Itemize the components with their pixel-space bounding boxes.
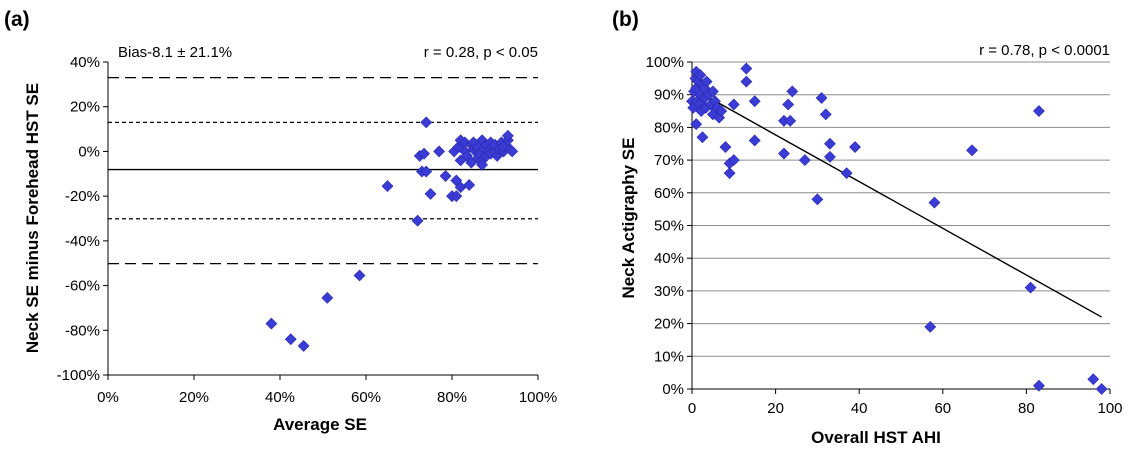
panel-a-data-point [433,145,446,158]
panel-a-data-point [353,269,366,282]
panel-a-data-point [381,180,394,193]
panel-b-data-point [696,131,709,144]
panel-b-x-tick-label: 100 [1097,400,1122,417]
panel-b-data-point [1024,281,1037,294]
panel-b-x-tick-label: 40 [851,400,868,417]
panel-b-data-point [1033,105,1045,117]
panel-b-x-tick-label: 0 [688,400,696,417]
panel-a-data-point [450,190,463,203]
panel-a-data-point [321,291,334,304]
panel-b-y-tick-label: 70% [654,152,684,169]
panel-a-x-tick-label: 100% [519,389,557,406]
panel-b-data-point [824,137,836,150]
panel-a-data-point [476,158,489,171]
panel-b-y-tick-label: 100% [646,54,684,71]
panel-b-data-point [1033,379,1045,392]
panel-b-data-point [840,167,853,180]
panel-b-x-tick-label: 20 [767,400,784,417]
panel-a-y-tick-label: -60% [65,278,100,295]
panel-b-data-point [778,147,790,160]
panel-a-data-point [418,147,430,160]
panel-b-data-point [924,320,937,333]
panel-b-data-point [784,114,797,127]
panel-a-correlation-annotation: r = 0.28, p < 0.05 [424,44,538,61]
panel-b-label: (b) [612,8,639,31]
panel-a-x-tick-label: 0% [97,389,119,406]
panel-b-y-axis-title: Neck Actigraphy SE [619,138,638,299]
panel-a-data-point [463,179,476,191]
panel-b-y-tick-label: 60% [654,185,684,202]
panel-b-x-axis-title: Overall HST AHI [811,428,941,447]
panel-b-plot-area: 0% 10% 20% 30% 40% 50% 60% 70% 80% 90% 100% 0 20 40 60… [646,54,1123,417]
panel-b-data-point [1087,373,1100,386]
panel-a-y-tick-label: -80% [65,322,100,339]
panel-b-y-tick-label: 20% [654,316,684,333]
panel-a-x-tick-label: 60% [351,389,381,406]
panel-b-data-point [819,108,832,121]
panel-b-data-point [719,141,732,153]
panel-b-correlation-annotation: r = 0.78, p < 0.0001 [979,42,1110,59]
panel-a-data-point [501,129,514,142]
panel-b-data-point [727,98,740,111]
panel-a-label: (a) [4,8,30,31]
panel-a-data-point [439,170,452,182]
panel-b-data-point [706,85,719,98]
panel-b-data-point [811,193,824,206]
panel-a-y-axis-title: Neck SE minus Forehead HST SE [23,83,42,353]
panel-b-data-point [700,75,713,88]
panel-b: (b) Neck Actigraphy SE Overall HST AHI r… [612,8,1123,447]
panel-b-data-point [748,134,761,147]
panel-b-data-point [786,85,799,98]
panel-b-x-tick-label: 80 [1018,400,1035,417]
panel-b-data-point [824,150,836,163]
panel-a-data-point [297,340,310,352]
panel-b-y-tick-label: 80% [654,119,684,136]
panel-b-y-tick-label: 0% [662,381,684,398]
panel-a-plot-area: -100% -80% -60% -40% -20% 0% 20% 40% 0% 20% 40% 60%… [57,54,558,406]
panel-b-data-point [782,98,795,111]
panel-a-x-axis-title: Average SE [273,415,367,434]
panel-b-data-point [849,141,861,153]
panel-b-y-tick-label: 30% [654,283,684,300]
panel-b-data-point [798,154,811,167]
panel-b-data-point [1095,383,1108,395]
panel-a-y-tick-label: 0% [78,143,100,160]
panel-b-data-point [966,144,978,157]
panel-b-y-tick-label: 10% [654,348,684,365]
panel-b-data-point [748,95,761,108]
panel-b-data-point [815,92,828,104]
panel-b-trend-line [691,87,1102,318]
panel-a-x-tick-label: 80% [437,389,467,406]
panel-b-data-point [690,118,703,131]
panel-b-x-tick-label: 60 [934,400,951,417]
panel-b-y-tick-label: 90% [654,87,684,104]
panel-a-x-tick-label: 20% [179,389,209,406]
panel-b-y-tick-label: 50% [654,218,684,235]
panel-b-data-point [740,75,753,88]
panel-a-y-tick-label: -20% [65,188,100,205]
panel-a-data-point [265,317,278,330]
panel-a-y-tick-label: 20% [70,99,100,116]
panel-a-bias-annotation: Bias-8.1 ± 21.1% [118,44,232,61]
panel-b-y-tick-label: 40% [654,250,684,267]
panel-a-data-point [420,165,433,178]
panel-a-data-point [420,116,433,129]
panel-a-y-tick-label: -100% [57,367,100,384]
panel-b-data-point [715,105,728,117]
panel-a-x-tick-label: 40% [265,389,295,406]
panel-a: (a) Neck SE minus Forehead HST SE Averag… [4,8,557,434]
panel-a-data-point [424,187,437,200]
panel-b-data-point [727,154,740,167]
panel-b-data-point [723,167,736,180]
panel-a-y-tick-label: 40% [70,54,100,71]
panel-a-data-point [411,214,424,227]
panel-a-data-point [506,145,519,158]
panel-b-data-point [740,62,753,75]
panel-a-data-point [284,333,297,346]
panel-a-y-tick-label: -40% [65,233,100,250]
panel-b-data-point [928,196,941,209]
panel-b-data-point [694,69,707,82]
